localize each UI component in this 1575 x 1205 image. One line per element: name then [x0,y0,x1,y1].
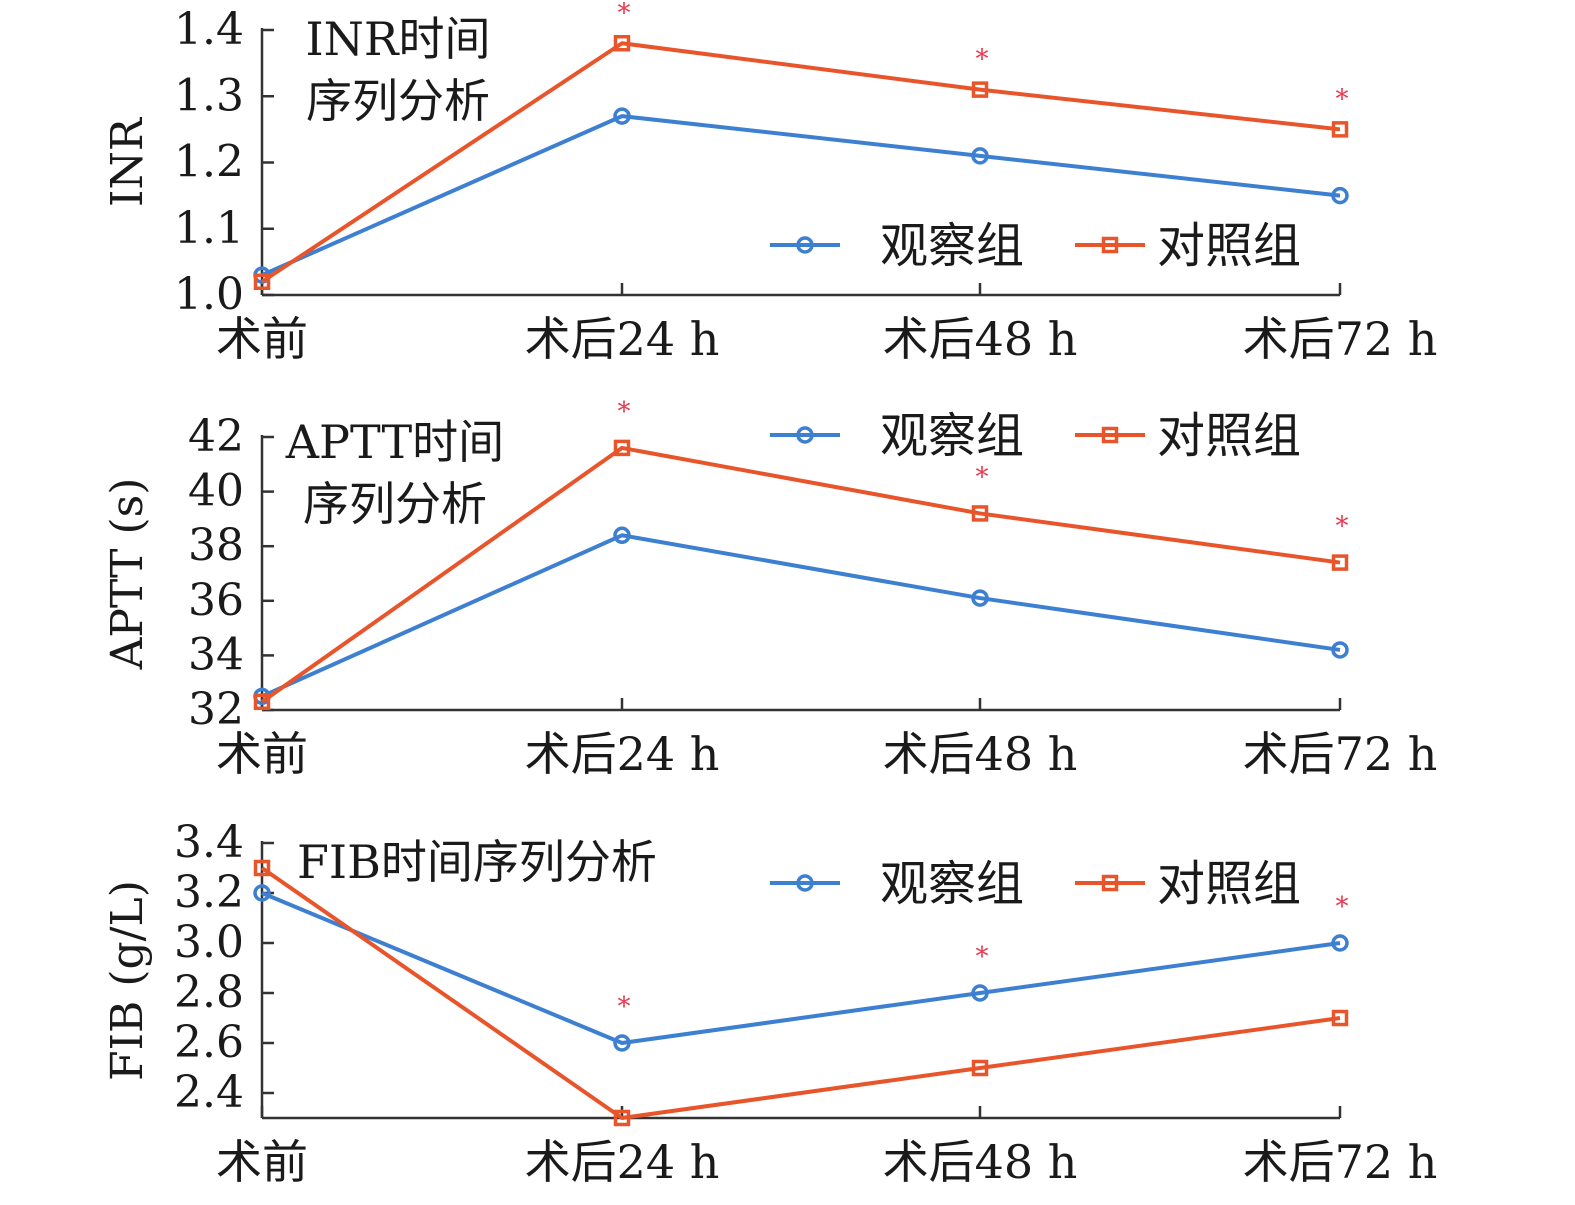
legend-label-control: 对照组 [1157,218,1301,274]
x-tick-label: 术前 [216,1135,308,1189]
y-tick-label: 34 [188,629,244,680]
x-tick-label: 术后72 h [1243,312,1438,366]
legend: 观察组 对照组 [770,218,1301,274]
y-tick-label: 2.6 [174,1017,244,1068]
y-tick-label: 1.4 [174,4,244,55]
y-tick-label: 2.8 [174,967,244,1018]
data-point-control [253,693,271,711]
y-tick-label: 36 [188,575,244,626]
data-point-control [253,859,271,877]
y-axis-title: INR [102,116,153,207]
data-point-control [1331,554,1349,571]
x-tick-label: 术后24 h [525,727,720,781]
series-line-control [260,866,1341,1120]
chart-title: APTT时间 [285,415,504,469]
y-tick-label: 42 [188,411,244,462]
legend: 观察组 对照组 [770,408,1301,464]
series-line-observation [261,114,1341,277]
data-point-control [1331,121,1349,138]
series-line-control [260,445,1341,704]
x-tick-label: 术后48 h [883,312,1078,366]
x-tick-label: 术前 [216,312,308,366]
x-tick-label: 术前 [216,727,308,781]
significance-star: * [976,45,989,75]
chart-title: FIB时间序列分析 [297,835,657,889]
series-line-observation [261,533,1341,699]
legend-marker-observation [796,874,814,892]
data-point-control [971,1059,989,1077]
legend-label-observation: 观察组 [880,218,1024,274]
data-point-control [971,81,989,98]
legend-label-observation: 观察组 [880,408,1024,464]
data-point-control [1331,1009,1349,1027]
legend-marker-observation [796,236,814,254]
y-tick-label: 32 [188,684,244,735]
data-point-control [613,1109,631,1127]
series-line-control [260,41,1341,284]
significance-star: * [618,992,631,1022]
y-tick-label: 1.0 [174,269,244,320]
legend-label-control: 对照组 [1157,408,1301,464]
data-point-observation [613,526,631,545]
significance-star: * [618,397,631,427]
significance-star: * [1336,512,1349,542]
legend-marker-control [1101,426,1119,444]
legend-label-observation: 观察组 [880,856,1024,912]
significance-star: * [1336,84,1349,114]
legend-marker-observation [796,426,814,444]
y-tick-label: 3.4 [174,817,244,868]
data-point-control [253,273,271,290]
data-point-control [613,439,631,457]
data-point-control [613,35,631,52]
significance-star: * [976,462,989,492]
x-tick-label: 术后72 h [1243,1135,1438,1189]
x-tick-label: 术后72 h [1243,727,1438,781]
x-tick-label: 术后48 h [883,1135,1078,1189]
chart-title: 序列分析 [303,477,487,531]
data-point-observation [1331,186,1349,205]
data-point-observation [971,147,989,165]
significance-star: * [1336,892,1349,922]
chart-title: 序列分析 [306,74,490,128]
data-point-control [971,505,989,522]
chart-panel-1: 1.0 1.1 1.2 1.3 1.4 术前 术后24 h 术后48 h 术后72 h INR IN… [102,0,1437,366]
x-tick-label: 术后24 h [525,1135,720,1189]
y-tick-label: 2.4 [174,1067,244,1118]
x-tick-label: 术后24 h [525,312,720,366]
y-tick-label: 3.0 [174,917,244,968]
y-tick-label: 1.1 [174,203,244,254]
legend-marker-control [1101,236,1119,254]
significance-star: * [618,0,631,28]
data-point-observation [971,984,989,1002]
data-point-observation [1331,934,1349,952]
significance-star: * [976,942,989,972]
y-tick-label: 3.2 [174,867,244,918]
y-tick-label: 1.3 [174,70,244,121]
data-point-observation [971,589,989,607]
chart-title: INR时间 [305,12,490,66]
chart-panel-3: 2.42.62.83.03.23.4 术前 术后24 h 术后48 h 术后72 h FI… [102,817,1437,1189]
legend-marker-control [1101,874,1119,892]
legend: 观察组 对照组 [770,856,1301,912]
y-tick-label: 38 [188,520,244,571]
data-point-observation [253,884,271,902]
y-tick-label: 40 [188,466,244,517]
legend-label-control: 对照组 [1157,856,1301,912]
y-tick-label: 1.2 [174,137,244,188]
data-point-observation [613,1034,631,1052]
series-line-observation [261,891,1341,1045]
data-point-observation [613,107,631,125]
x-tick-label: 术后48 h [883,727,1078,781]
y-axis-title: FIB (g/L) [102,880,153,1081]
y-axis-title: APTT (s) [102,478,153,671]
data-point-observation [1331,641,1349,659]
